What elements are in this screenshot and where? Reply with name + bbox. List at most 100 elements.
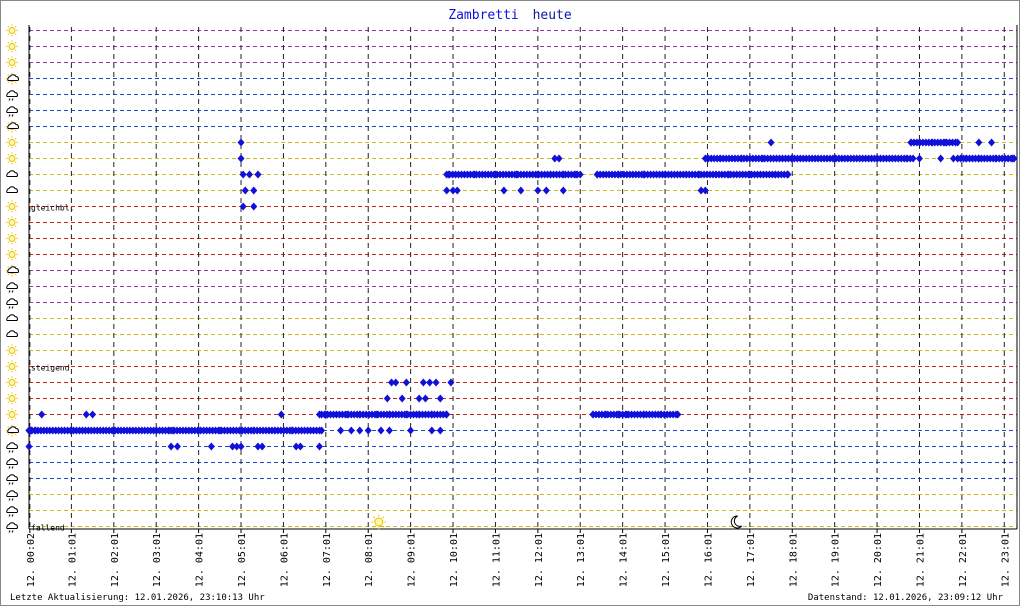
cloud-sun-icon [6,424,19,437]
x-tick-label: 12. 04:01 [195,533,206,587]
data-point [436,394,444,403]
data-point [237,138,245,147]
data-point [988,138,996,147]
sunrise-icon [371,514,387,530]
data-point [277,410,285,419]
data-point [315,442,323,451]
sun-ray [14,57,17,60]
sun-ray [14,273,17,276]
sun-ray [7,129,10,132]
data-point [315,426,323,435]
data-point [250,202,258,211]
cloud-shape [6,282,18,289]
sun-ray [7,401,10,404]
data-point [949,154,957,163]
x-axis: 12. 00:02 12. 01:01 12. 02:01 12. 03:01 12. … [26,529,1011,587]
sun-ray [14,257,17,260]
sun-ray [14,201,17,204]
sun-icon [6,40,18,53]
title-part-1: Zambretti [448,8,518,23]
data-point [419,378,427,387]
data-point [377,426,385,435]
sun-icon [6,216,18,229]
x-tick-label: 12. 12:01 [534,533,545,587]
sun-ray [7,417,10,420]
data-point [383,394,391,403]
sun-disc [8,155,16,162]
sunrise-ray [382,525,385,528]
data-point [229,442,237,451]
chart-title: Zambretti heute [448,8,572,23]
sun-ray [7,425,10,428]
sunrise-ray [373,525,376,528]
cloud-shape [6,522,18,529]
sun-ray [14,401,17,404]
sun-ray [14,249,17,252]
rain-drop [11,290,14,293]
sun-ray [7,65,10,68]
group-label: steigend [31,364,70,373]
sun-ray [7,201,10,204]
data-point [783,170,791,179]
sun-icon [6,24,18,37]
data-point [672,410,680,419]
sun-icon [6,376,18,389]
sun-ray [14,377,17,380]
x-tick-label: 12. 06:01 [279,533,290,587]
sun-ray [7,361,10,364]
sun-disc [8,251,16,258]
x-tick-label: 12. 18:01 [788,533,799,587]
data-point [534,186,542,195]
sun-ray [7,225,10,228]
cloud-shape [6,442,18,449]
sun-ray [14,81,17,84]
sun-ray [7,137,10,140]
sun-disc [8,27,16,34]
cloud-shape [7,266,19,273]
grid [28,25,1018,530]
sun-ray [7,209,10,212]
sun-ray [7,345,10,348]
data-point [701,186,709,195]
rain-icon [6,106,18,117]
data-point [388,378,396,387]
data-point [207,442,215,451]
rain-drop [8,114,11,117]
rain-drop [11,466,14,469]
rain-drop [8,514,11,517]
data-point [337,426,345,435]
x-tick-label: 12. 07:01 [322,533,333,587]
sun-ray [7,121,10,124]
data-point [442,410,450,419]
sun-disc [8,43,16,50]
data-point [25,442,33,451]
data-point [233,442,241,451]
sun-ray [7,433,10,436]
data-point [250,186,258,195]
data-point [347,426,355,435]
sun-icon [6,136,18,149]
rain-icon [6,90,18,101]
data-point [453,186,461,195]
data-point [428,426,436,435]
rain-drop [8,498,11,501]
sun-ray [7,377,10,380]
sun-icon [6,200,18,213]
data-point [421,394,429,403]
x-tick-label: 12. 02:01 [110,533,121,587]
sun-icon [6,232,18,245]
sun-icon [6,392,18,405]
sun-ray [14,225,17,228]
data-point [407,426,415,435]
data-point [1010,154,1018,163]
rain-icon [6,522,18,533]
rain-drop [8,450,11,453]
sun-ray [7,249,10,252]
data-point [500,186,508,195]
x-tick-label: 12. 13:01 [576,533,587,587]
cloud-shape [6,330,18,337]
sun-ray [7,161,10,164]
sun-ray [14,353,17,356]
data-point [937,154,945,163]
